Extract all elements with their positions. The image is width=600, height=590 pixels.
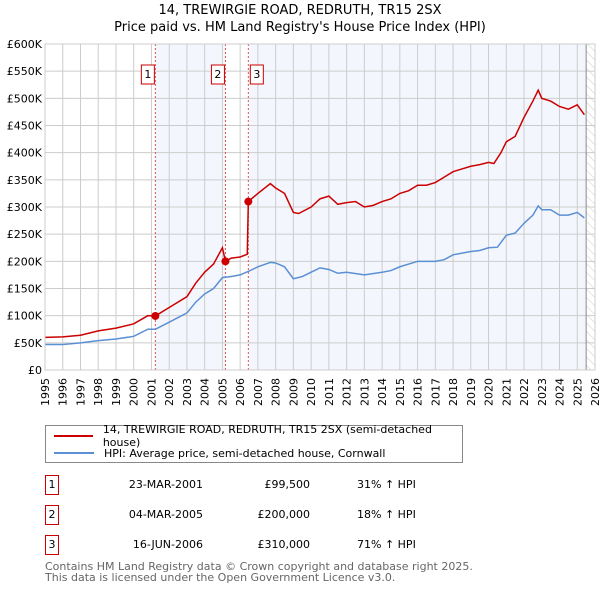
footer: Contains HM Land Registry data © Crown c…	[45, 561, 473, 583]
sale-marker-label: 3	[45, 535, 59, 555]
plot-border	[44, 43, 596, 371]
sale-row-2: 2 04-MAR-2005 £200,000 18% ↑ HPI	[45, 505, 465, 525]
chart-subtitle: Price paid vs. HM Land Registry's House …	[114, 20, 486, 35]
y-tick-label: £550K	[7, 65, 43, 78]
x-tick-label: 1998	[92, 378, 105, 406]
sale-marker-label: 2	[214, 68, 221, 81]
sale-row-3: 3 16-JUN-2006 £310,000 71% ↑ HPI	[45, 535, 465, 555]
x-tick-label: 2006	[234, 378, 247, 406]
x-tick-label: 2022	[518, 378, 531, 406]
footer-line-2: This data is licensed under the Open Gov…	[45, 571, 396, 584]
sale-point	[221, 257, 230, 266]
x-tick-label: 2007	[252, 378, 265, 406]
x-tick-label: 2018	[447, 378, 460, 406]
x-tick-label: 2017	[429, 378, 442, 406]
x-tick-label: 2000	[128, 378, 141, 406]
sale-marker-box	[140, 64, 155, 85]
x-tick-label: 2008	[270, 378, 283, 406]
y-tick-label: £500K	[7, 92, 43, 105]
sale-marker-box	[210, 64, 225, 85]
sale-point	[244, 197, 253, 206]
sale-date: 16-JUN-2006	[132, 538, 203, 551]
legend-label: HPI: Average price, semi-detached house,…	[104, 446, 386, 460]
x-tick-label: 2005	[216, 378, 229, 406]
sale-date: 04-MAR-2005	[128, 508, 203, 521]
x-tick-label: 2024	[554, 378, 567, 406]
footer-line-1: Contains HM Land Registry data © Crown c…	[45, 560, 473, 573]
x-tick-label: 2016	[412, 378, 425, 406]
legend-swatch-red	[54, 435, 93, 437]
x-tick-label: 2012	[341, 378, 354, 406]
sale-price: £200,000	[257, 508, 311, 521]
chart-title: 14, TREWIRGIE ROAD, REDRUTH, TR15 2SX	[158, 3, 442, 18]
y-tick-label: £150K	[7, 283, 43, 296]
x-tick-label: 2001	[145, 378, 158, 406]
x-tick-label: 2003	[181, 378, 194, 406]
plot-area: 1995 1996 1997 1998 1999 2000 2001 2002 2003 2004…	[7, 38, 600, 406]
sale-hpi: 31% ↑ HPI	[357, 478, 416, 491]
x-tick-label: 1996	[57, 378, 70, 406]
legend-item-hpi: HPI: Average price, semi-detached house,…	[54, 445, 385, 461]
x-tick-label: 2015	[394, 378, 407, 406]
x-tick-label: 2023	[536, 378, 549, 406]
sale-marker-label: 1	[45, 475, 59, 495]
x-tick-label: 2025	[571, 378, 584, 406]
series-line	[44, 88, 585, 339]
y-tick-label: £350K	[7, 174, 43, 187]
y-tick-label: £200K	[7, 255, 43, 268]
x-tick-label: 2020	[483, 378, 496, 406]
sale-price: £310,000	[257, 538, 311, 551]
sale-hpi: 18% ↑ HPI	[357, 508, 416, 521]
y-tick-label: £300K	[7, 201, 43, 214]
y-tick-label: £400K	[7, 147, 43, 160]
series-line	[45, 204, 585, 346]
x-tick-label: 2019	[465, 378, 478, 406]
x-tick-label: 2026	[589, 378, 600, 406]
legend: 14, TREWIRGIE ROAD, REDRUTH, TR15 2SX (s…	[45, 423, 463, 463]
x-tick-label: 2014	[376, 378, 389, 406]
y-tick-label: £0	[28, 364, 42, 377]
x-tick-label: 2021	[500, 378, 513, 406]
x-tick-label: 1995	[39, 378, 52, 406]
sale-marker-label: 3	[253, 68, 260, 81]
y-tick-label: £50K	[14, 337, 43, 350]
sale-marker-label: 1	[144, 68, 151, 81]
x-tick-label: 1997	[74, 378, 87, 406]
sale-date: 23-MAR-2001	[128, 478, 203, 491]
sale-hpi: 71% ↑ HPI	[357, 538, 416, 551]
x-tick-label: 2002	[163, 378, 176, 406]
legend-swatch-blue	[54, 452, 94, 454]
x-tick-label: 2010	[305, 378, 318, 406]
sale-row-1: 1 23-MAR-2001 £99,500 31% ↑ HPI	[45, 475, 465, 495]
sale-marker-box	[249, 64, 264, 85]
y-tick-label: £250K	[7, 228, 43, 241]
x-tick-label: 2013	[358, 378, 371, 406]
y-tick-label: £100K	[7, 310, 43, 323]
y-tick-label: £450K	[7, 120, 43, 133]
x-tick-label: 2004	[199, 378, 212, 406]
sale-point	[151, 311, 160, 320]
sale-marker-label: 2	[45, 505, 59, 525]
sale-price: £99,500	[264, 478, 311, 491]
x-tick-label: 2009	[287, 378, 300, 406]
legend-item-property: 14, TREWIRGIE ROAD, REDRUTH, TR15 2SX (s…	[54, 423, 462, 449]
x-tick-label: 2011	[323, 378, 336, 406]
legend-label: 14, TREWIRGIE ROAD, REDRUTH, TR15 2SX (s…	[102, 423, 432, 449]
y-tick-label: £600K	[7, 38, 43, 51]
x-tick-label: 1999	[110, 378, 123, 406]
